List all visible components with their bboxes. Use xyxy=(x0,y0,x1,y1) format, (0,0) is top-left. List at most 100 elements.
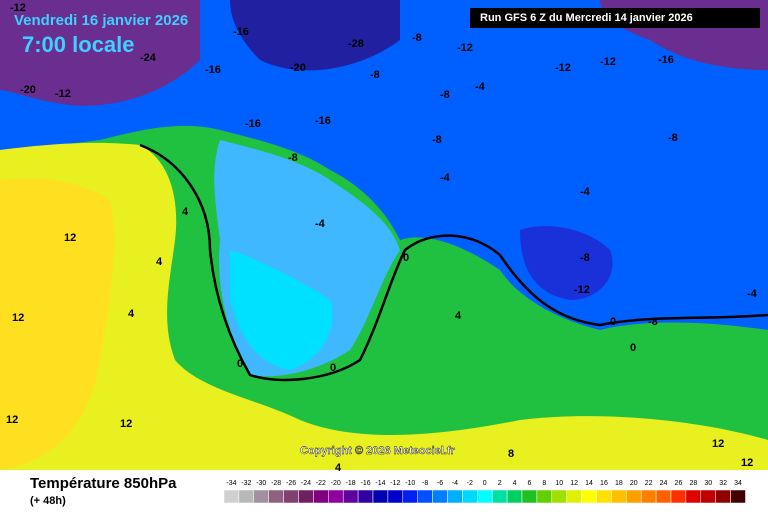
scale-label: -26 xyxy=(286,480,296,487)
contour-label: 4 xyxy=(156,256,163,268)
scale-swatch xyxy=(685,489,702,504)
field-purple-west xyxy=(0,0,200,106)
scale-label: -32 xyxy=(241,480,251,487)
contour-label: -8 xyxy=(432,134,442,146)
scale-label: -10 xyxy=(405,480,415,487)
color-scale: -34 -32 -30 -28 -26 -24 -22 -20 -18 -16 -14 -12 -10-… xyxy=(223,480,746,504)
scale-label: 30 xyxy=(704,480,712,487)
scale-label: 2 xyxy=(498,480,502,487)
scale-swatch xyxy=(700,489,716,504)
contour-label: 4 xyxy=(128,308,135,320)
scale-swatch xyxy=(715,489,731,504)
scale-swatch xyxy=(298,489,314,504)
scale-swatch xyxy=(596,489,612,504)
contour-label: -4 xyxy=(747,288,758,300)
scale-swatch xyxy=(566,489,582,504)
scale-label: -4 xyxy=(452,480,458,487)
scale-label: -34 xyxy=(226,480,236,487)
scale-swatch xyxy=(432,489,448,504)
scale-swatch xyxy=(551,489,567,504)
scale-label: 28 xyxy=(689,480,697,487)
run-label: Run GFS 6 Z du Mercredi 14 janvier 2026 xyxy=(480,12,693,24)
contour-label: -12 xyxy=(55,88,71,100)
scale-swatch xyxy=(387,489,404,504)
scale-label: 10 xyxy=(555,480,563,487)
scale-swatch xyxy=(357,489,374,504)
scale-label: -16 xyxy=(360,480,370,487)
scale-swatch xyxy=(268,489,284,504)
scale-label: 16 xyxy=(600,480,608,487)
scale-swatch xyxy=(626,489,642,504)
contour-label: 0 xyxy=(237,358,243,370)
scale-label: 20 xyxy=(630,480,638,487)
scale-label: 8 xyxy=(542,480,546,487)
scale-swatch xyxy=(342,489,359,504)
scale-label: 6 xyxy=(527,480,531,487)
contour-label: -12 xyxy=(10,2,26,14)
scale-swatch xyxy=(253,489,269,504)
scale-label: 0 xyxy=(483,480,487,487)
contour-label: -12 xyxy=(574,284,590,296)
scale-swatch xyxy=(730,489,746,504)
scale-swatch xyxy=(581,489,597,504)
contour-label: -24 xyxy=(140,52,157,64)
scale-label: 4 xyxy=(513,480,517,487)
scale-label: 24 xyxy=(660,480,668,487)
scale-swatch xyxy=(447,489,463,504)
scale-label: -30 xyxy=(256,480,266,487)
scale-label: 32 xyxy=(719,480,727,487)
scale-swatch xyxy=(477,489,493,504)
scale-swatch xyxy=(640,489,657,504)
contour-label: -12 xyxy=(600,56,616,68)
contour-label: -8 xyxy=(288,152,298,164)
contour-label: 12 xyxy=(12,312,24,324)
contour-label: -4 xyxy=(315,218,326,230)
scale-swatch xyxy=(506,489,523,504)
contour-label: -4 xyxy=(580,186,591,198)
scale-swatch xyxy=(417,489,433,504)
footer-title: Température 850hPa xyxy=(30,475,177,492)
zero-isotherm xyxy=(139,143,768,382)
scale-swatch xyxy=(521,489,538,504)
scale-swatch xyxy=(611,489,627,504)
contour-label: 0 xyxy=(610,316,616,328)
scale-label: 14 xyxy=(585,480,593,487)
contour-label: 12 xyxy=(712,438,724,450)
contour-labels: -12 -16 -20 -12 -16 -24 -28 -20 -16 -12 -8 -12 -8 -12… xyxy=(6,2,758,474)
scale-swatch xyxy=(402,489,418,504)
copyright: Copyright © 2026 Meteociel.fr xyxy=(300,445,456,457)
contour-label: 4 xyxy=(455,310,462,322)
field-indigo xyxy=(230,0,400,71)
time-label: 7:00 locale xyxy=(22,32,135,57)
contour-label: -16 xyxy=(233,26,249,38)
scale-label: 22 xyxy=(645,480,653,487)
contour-label: 8 xyxy=(508,448,514,460)
contour-label: -20 xyxy=(20,84,36,96)
contour-label: -12 xyxy=(555,62,571,74)
contour-label: -4 xyxy=(440,172,451,184)
contour-label: 12 xyxy=(120,418,132,430)
scale-swatch xyxy=(283,489,299,504)
contour-label: -8 xyxy=(412,32,422,44)
contour-label: -8 xyxy=(648,316,658,328)
contour-label: -8 xyxy=(370,69,380,81)
scale-label: 12 xyxy=(570,480,578,487)
scale-swatch xyxy=(491,489,508,504)
scale-label: -20 xyxy=(331,480,341,487)
scale-swatch xyxy=(670,489,687,504)
scale-label: 26 xyxy=(675,480,683,487)
contour-label: 12 xyxy=(741,457,753,469)
contour-label: -16 xyxy=(658,54,674,66)
scale-label: -14 xyxy=(375,480,385,487)
date-label: Vendredi 16 janvier 2026 xyxy=(14,12,188,29)
contour-label: -20 xyxy=(290,62,306,74)
contour-label: 12 xyxy=(6,414,18,426)
field-yellow-warm xyxy=(0,178,115,470)
contour-label: -28 xyxy=(348,38,364,50)
field-cold-pool xyxy=(520,226,613,300)
scale-swatch xyxy=(328,489,344,504)
contour-label: -8 xyxy=(668,132,678,144)
scale-label: -18 xyxy=(346,480,356,487)
contour-label: -20 xyxy=(735,16,751,28)
